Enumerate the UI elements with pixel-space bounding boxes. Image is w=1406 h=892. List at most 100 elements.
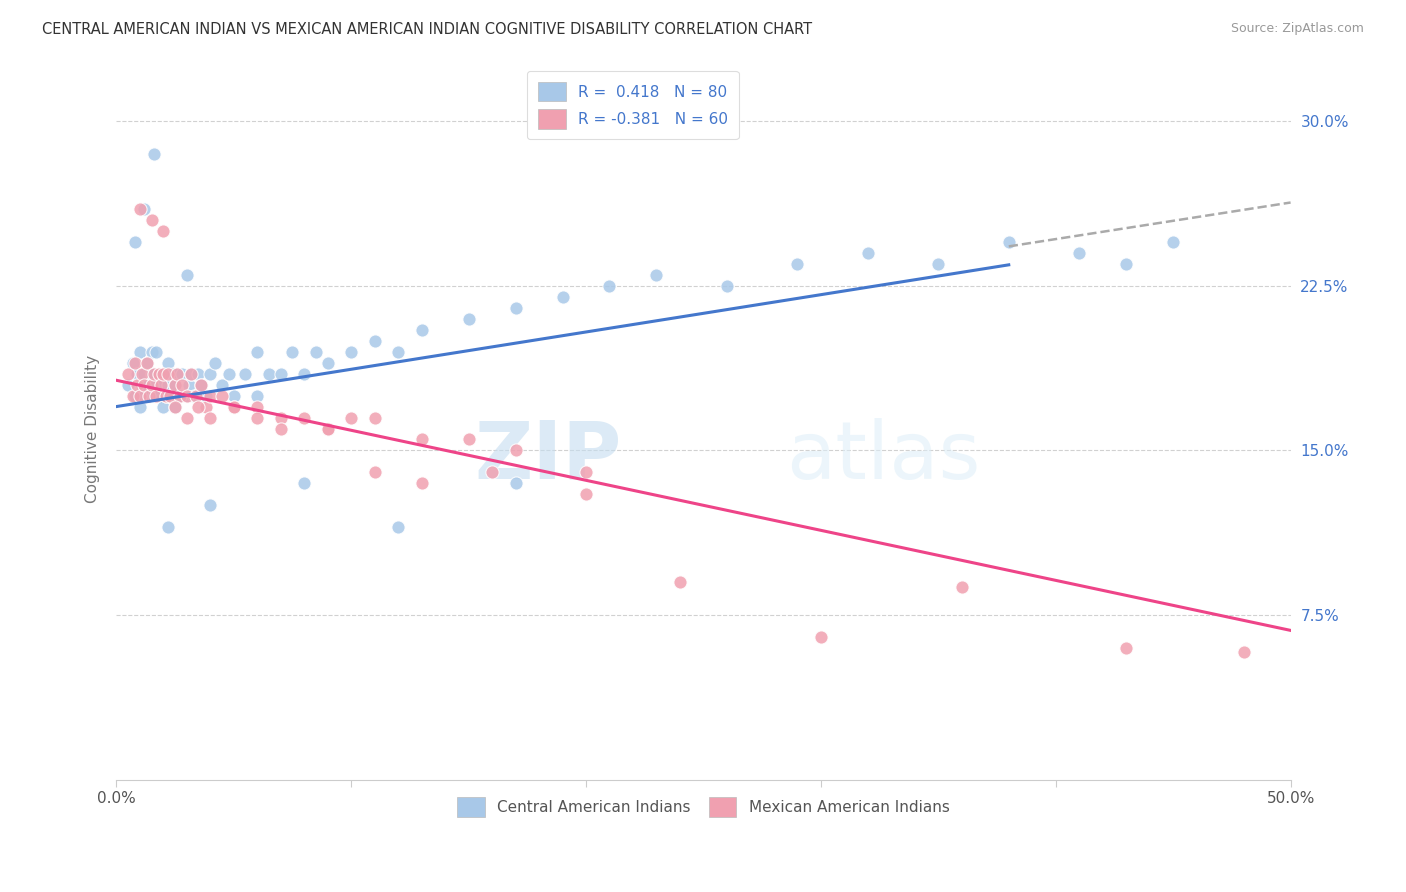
Point (200, 410, 222, 425)
Point (246, 410, 269, 425)
Point (194, 400, 217, 414)
Point (163, 377, 186, 392)
Point (170, 367, 193, 381)
Point (134, 367, 156, 381)
Point (575, 466, 598, 480)
Point (156, 520, 179, 534)
Point (121, 389, 143, 403)
Point (950, 580, 973, 594)
Point (183, 389, 205, 403)
Point (166, 367, 188, 381)
Point (142, 367, 165, 381)
Point (121, 356, 143, 370)
Point (128, 344, 150, 359)
Point (124, 356, 146, 370)
Point (152, 367, 174, 381)
Point (669, 575, 692, 590)
Point (1115, 640, 1137, 655)
Point (148, 367, 170, 381)
Point (1233, 645, 1256, 659)
Point (211, 377, 233, 392)
Point (142, 389, 165, 403)
Point (292, 410, 315, 425)
Point (997, 235, 1019, 249)
Point (134, 202, 156, 216)
Point (187, 367, 209, 381)
Point (222, 389, 245, 403)
Point (316, 356, 339, 370)
Point (1069, 246, 1091, 260)
Point (316, 421, 339, 435)
Point (117, 367, 139, 381)
Point (716, 279, 738, 293)
Point (176, 410, 198, 425)
Legend: Central American Indians, Mexican American Indians: Central American Indians, Mexican Americ… (450, 789, 957, 824)
Point (180, 367, 202, 381)
Point (131, 367, 153, 381)
Point (159, 389, 181, 403)
Point (135, 377, 157, 392)
Point (148, 367, 170, 381)
Point (166, 367, 188, 381)
Point (163, 377, 186, 392)
Point (281, 344, 304, 359)
Point (180, 367, 202, 381)
Point (152, 400, 174, 414)
Text: atlas: atlas (786, 417, 980, 496)
Point (141, 367, 163, 381)
Point (138, 389, 160, 403)
Point (128, 202, 150, 216)
Point (145, 389, 167, 403)
Point (127, 377, 149, 392)
Point (411, 323, 433, 337)
Point (292, 367, 315, 381)
Point (387, 344, 409, 359)
Point (1115, 257, 1137, 271)
Point (159, 389, 181, 403)
Point (163, 400, 186, 414)
Point (927, 257, 949, 271)
Point (131, 377, 153, 392)
Point (156, 356, 179, 370)
Point (387, 520, 409, 534)
Point (135, 356, 157, 370)
Point (169, 389, 191, 403)
Point (170, 377, 193, 392)
Point (124, 389, 146, 403)
Point (162, 367, 184, 381)
Point (270, 410, 292, 425)
Point (152, 224, 174, 238)
Point (411, 433, 433, 447)
Point (163, 400, 186, 414)
Point (148, 389, 170, 403)
Point (155, 389, 177, 403)
Point (142, 147, 165, 161)
Point (598, 279, 620, 293)
Point (128, 400, 150, 414)
Point (176, 268, 198, 282)
Point (222, 400, 245, 414)
Point (141, 213, 163, 227)
Point (363, 334, 385, 348)
Point (184, 389, 207, 403)
Point (457, 311, 479, 326)
Point (246, 389, 269, 403)
Point (149, 377, 172, 392)
Point (340, 410, 363, 425)
Point (505, 443, 527, 458)
Point (134, 377, 156, 392)
Point (190, 377, 212, 392)
Point (194, 389, 217, 403)
Point (246, 344, 269, 359)
Point (270, 421, 292, 435)
Point (481, 466, 503, 480)
Point (246, 400, 269, 414)
Point (124, 235, 146, 249)
Point (200, 367, 222, 381)
Point (211, 389, 233, 403)
Point (142, 367, 165, 381)
Point (169, 389, 191, 403)
Point (257, 367, 280, 381)
Point (505, 301, 527, 315)
Point (128, 389, 150, 403)
